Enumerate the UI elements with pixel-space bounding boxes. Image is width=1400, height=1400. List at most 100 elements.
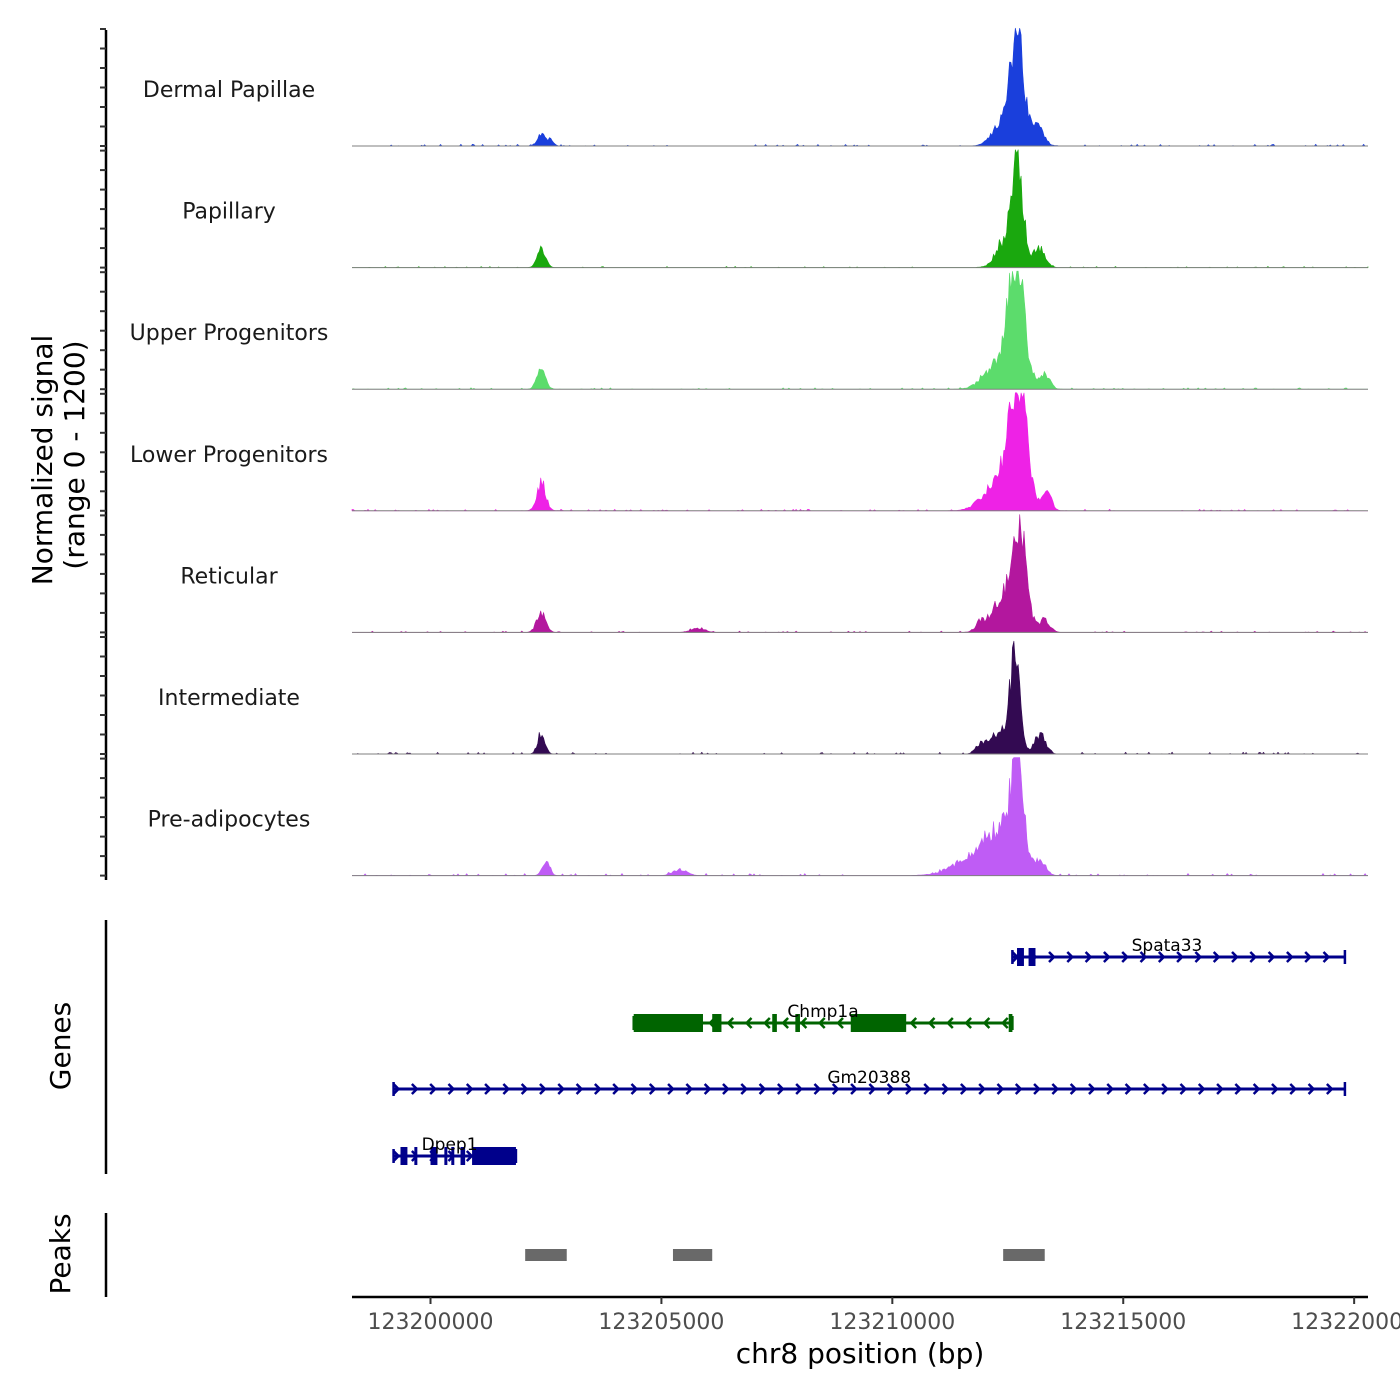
strand-arrow: [1194, 951, 1203, 963]
strand-arrow: [1106, 1083, 1115, 1095]
strand-arrow: [941, 1083, 950, 1095]
strand-arrow: [1322, 951, 1331, 963]
strand-arrow: [776, 1083, 785, 1095]
strand-arrow: [593, 1083, 602, 1095]
strand-arrow: [726, 1017, 735, 1029]
gene-exon: [772, 1014, 777, 1032]
gene-exon: [430, 1147, 438, 1165]
strand-arrow: [1216, 1083, 1224, 1095]
coverage-panel: Dermal Papillae Papillary Upper Progenitor…: [100, 27, 1369, 880]
signal-area: [351, 270, 1368, 390]
track-label: Upper Progenitors: [130, 321, 329, 346]
gene-exon: [444, 1147, 448, 1165]
strand-arrow: [886, 1083, 895, 1095]
gene-exon: [400, 1147, 408, 1165]
strand-arrow: [447, 1083, 456, 1095]
strand-arrow: [744, 1017, 753, 1029]
strand-arrow: [817, 1017, 826, 1029]
gene-label: Gm20388: [827, 1068, 911, 1088]
strand-arrow: [1066, 951, 1075, 963]
strand-arrow: [1069, 1083, 1078, 1095]
strand-arrow: [959, 1083, 968, 1095]
strand-arrow: [1286, 951, 1294, 963]
strand-arrow: [1325, 1083, 1334, 1095]
strand-arrow: [465, 1150, 474, 1162]
strand-arrow: [1014, 1083, 1023, 1095]
strand-arrow: [1033, 1083, 1041, 1095]
track-label: Papillary: [182, 200, 276, 225]
strand-arrow: [964, 1017, 972, 1029]
strand-arrow: [630, 1083, 639, 1095]
strand-arrow: [905, 1083, 913, 1095]
x-tick-label: 123215000: [1060, 1310, 1186, 1335]
strand-arrow: [996, 1083, 1005, 1095]
strand-arrow: [722, 1083, 730, 1095]
strand-arrow: [1084, 951, 1093, 963]
peak-region: [672, 1249, 713, 1261]
strand-arrow: [392, 1150, 401, 1162]
strand-arrow: [836, 1017, 844, 1029]
strand-arrow: [1048, 951, 1056, 963]
strand-arrow: [465, 1083, 474, 1095]
strand-arrow: [923, 1083, 932, 1095]
gene-exon: [633, 1014, 703, 1032]
signal-area: [352, 27, 1368, 147]
strand-arrow: [781, 1017, 789, 1029]
y-axis-range-label: (range 0 - 1200): [58, 340, 91, 569]
peaks-panel: [104, 1213, 1045, 1297]
gene-exon: [460, 1147, 466, 1165]
strand-arrow: [557, 1083, 566, 1095]
strand-arrow: [763, 1017, 771, 1029]
strand-arrow: [758, 1083, 767, 1095]
strand-arrow: [1289, 1083, 1298, 1095]
strand-arrow: [799, 1017, 808, 1029]
strand-arrow: [502, 1083, 511, 1095]
gene-exon: [795, 1014, 800, 1032]
genes-panel: Spata33 Chmp1a Gm20388 Dpep1: [104, 920, 1347, 1174]
strand-arrow: [1307, 1083, 1316, 1095]
gene-exon: [1028, 948, 1036, 966]
strand-arrow: [612, 1083, 620, 1095]
gene-exon: [1017, 948, 1024, 966]
x-tick-label: 123200000: [368, 1310, 494, 1335]
strand-arrow: [982, 1017, 991, 1029]
strand-arrow: [667, 1083, 675, 1095]
strand-arrow: [927, 1017, 936, 1029]
strand-arrow: [685, 1083, 694, 1095]
strand-arrow: [484, 1083, 492, 1095]
strand-arrow: [1103, 951, 1111, 963]
strand-arrow: [1197, 1083, 1206, 1095]
strand-arrow: [1161, 1083, 1169, 1095]
track-label: Lower Progenitors: [130, 443, 328, 468]
track-label: Pre-adipocytes: [148, 808, 311, 833]
strand-arrow: [1267, 951, 1276, 963]
signal-area: [352, 640, 1368, 755]
strand-arrow: [1139, 951, 1148, 963]
strand-arrow: [1051, 1083, 1060, 1095]
gene-label: Spata33: [1132, 936, 1203, 956]
strand-arrow: [1304, 951, 1312, 963]
strand-arrow: [575, 1083, 584, 1095]
gene-label: Chmp1a: [787, 1002, 858, 1022]
track-label: Intermediate: [158, 686, 300, 711]
track-label: Reticular: [180, 564, 278, 589]
gene-exon: [472, 1147, 516, 1165]
strand-arrow: [1179, 1083, 1188, 1095]
signal-area: [352, 514, 1368, 633]
peaks-panel-title: Peaks: [44, 1213, 77, 1294]
strand-arrow: [1249, 951, 1258, 963]
signal-area: [352, 149, 1369, 268]
strand-arrow: [429, 1083, 437, 1095]
strand-arrow: [410, 1083, 419, 1095]
strand-arrow: [946, 1017, 954, 1029]
strand-arrow: [813, 1083, 822, 1095]
strand-arrow: [850, 1083, 858, 1095]
gene-exon: [712, 1014, 722, 1032]
strand-arrow: [1124, 1083, 1133, 1095]
strand-arrow: [1157, 951, 1166, 963]
strand-arrow: [648, 1083, 657, 1095]
strand-arrow: [1252, 1083, 1261, 1095]
x-tick-label: 123220000: [1291, 1310, 1400, 1335]
x-tick-label: 123210000: [829, 1310, 955, 1335]
